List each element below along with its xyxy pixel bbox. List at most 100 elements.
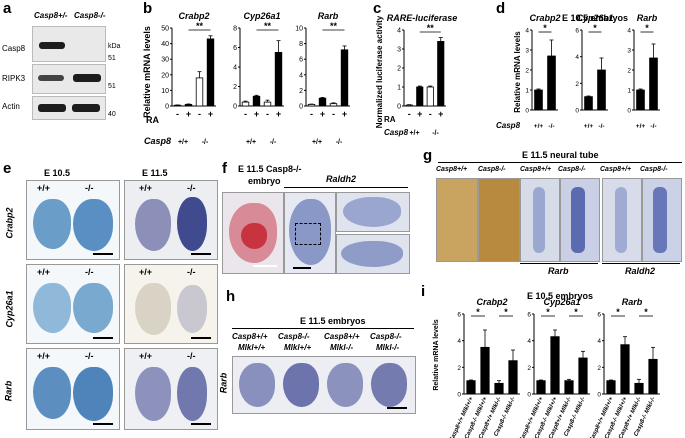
blot-row-ripk3: RIPK3: [2, 74, 26, 83]
h-geno-4-mlkl: Mlkl-/-: [376, 343, 400, 352]
scale-bar: [293, 267, 311, 269]
sig-mark: **: [196, 21, 204, 31]
y-tick-label: 4: [575, 54, 579, 61]
e-geno-wt: +/+: [139, 267, 153, 277]
y-tick-label: 2: [597, 365, 601, 372]
panel-e-label: e: [3, 160, 12, 177]
e-geno-ko: -/-: [85, 267, 94, 277]
g-geno-2: Casp8-/-: [478, 166, 506, 173]
bar: [648, 358, 658, 395]
embryo: [73, 283, 113, 333]
g-photo-3: [520, 178, 560, 262]
bar: [536, 380, 546, 395]
e-row-cyp26a1: Cyp26a1: [4, 290, 15, 328]
chart-title: Rarb: [637, 13, 658, 23]
e-photo-cyp26a1-e105: +/+ -/-: [26, 264, 120, 344]
bar: [584, 96, 593, 111]
y-tick-label: 2: [627, 68, 631, 75]
ra-tick: +: [254, 109, 259, 119]
genotype-tick: -/-: [202, 139, 209, 146]
genotype-tick: -/-: [270, 139, 277, 146]
y-tick-label: 40: [161, 41, 169, 48]
embryo: [283, 363, 319, 407]
genotype-tick: +/+: [246, 139, 256, 146]
neural-tube: [533, 187, 545, 253]
chart-title: Rarb: [318, 11, 339, 21]
y-tick-label: 2: [575, 81, 579, 88]
g-geno-5: Casp8+/+: [600, 166, 632, 173]
sig-mark: *: [546, 307, 550, 317]
bar: [606, 380, 616, 395]
f-zoom-1: [336, 192, 410, 232]
e-stage-2: E 11.5: [142, 168, 168, 178]
embryo: [177, 285, 207, 333]
e-geno-wt: +/+: [37, 351, 51, 361]
bar: [416, 86, 424, 107]
g-geno-4: Casp8-/-: [558, 166, 586, 173]
actin-band-ko: [72, 104, 100, 112]
bar: [329, 103, 338, 107]
h-geno-1-casp8: Casp8+/+: [232, 332, 268, 341]
genotype-tick: +/+: [312, 139, 322, 146]
y-tick-label: 0: [397, 104, 401, 111]
y-tick-label: 3: [525, 48, 529, 55]
bar: [173, 104, 182, 107]
y-tick-label: 0: [457, 392, 461, 399]
genotype-tick: Casp8-/- Mlkl+/+: [464, 396, 489, 438]
scale-bar: [93, 423, 113, 425]
g-photo-6: [642, 178, 682, 262]
y-tick-label: 20: [161, 72, 169, 79]
chart-title: Cyp26a1: [543, 297, 580, 307]
b-casp8-label: Casp8: [144, 136, 171, 146]
neural-tube: [615, 187, 627, 253]
bar: [480, 346, 490, 395]
y-tick-label: 2: [299, 88, 303, 95]
genotype-tick: -/-: [336, 139, 343, 146]
sig-mark: **: [330, 21, 338, 31]
h-geno-1-mlkl: Mlkl+/+: [238, 343, 266, 352]
bar: [564, 380, 574, 395]
embryo: [239, 363, 275, 407]
embryo: [33, 367, 71, 419]
bar: [634, 382, 644, 395]
panel-b-label: b: [143, 0, 153, 17]
genotype-tick: Casp8+/+ Mlkl+/+: [519, 396, 545, 438]
y-tick-label: 4: [457, 338, 461, 345]
embryo: [33, 199, 71, 249]
f-title-2: embryo: [248, 176, 281, 186]
blot-row-casp8: Casp8: [2, 44, 26, 53]
ra-tick: -: [198, 109, 201, 119]
blot-ripk3: [32, 64, 106, 94]
genotype-tick: Casp8-/- Mlkl+/+: [534, 396, 559, 438]
e-photo-rarb-e115: +/+ -/-: [124, 348, 218, 430]
marker-3: 40: [108, 111, 116, 118]
y-tick-label: 1: [627, 88, 631, 95]
e-stage-1: E 10.5: [44, 168, 71, 178]
ra-tick: +: [276, 109, 281, 119]
genotype-tick: -/-: [650, 123, 656, 130]
bar: [649, 57, 658, 111]
bar: [437, 41, 445, 107]
embryo: [135, 199, 171, 251]
scale-bar: [191, 253, 211, 255]
kda-label: kDa: [108, 43, 121, 50]
c-ylabel: Normalized luciferase activity: [375, 15, 384, 128]
zoom-box: [295, 223, 321, 245]
bar: [466, 380, 476, 395]
genotype-tick: +/+: [178, 139, 188, 146]
chart-title: Cyp26a1: [576, 13, 613, 23]
bar: [534, 89, 543, 111]
e-geno-ko: -/-: [187, 183, 196, 193]
g-photo-1: [436, 178, 478, 262]
genotype-tick: -/-: [432, 130, 439, 137]
sig-mark: *: [476, 307, 480, 317]
e-photo-crabp2-e105: +/+ -/-: [26, 180, 120, 260]
ra-tick: +: [438, 109, 443, 119]
sig-mark: *: [574, 307, 578, 317]
d-casp8-label: Casp8: [496, 121, 521, 130]
y-tick-label: 2: [397, 66, 401, 73]
sig-mark: *: [504, 307, 508, 317]
y-tick-label: 6: [299, 57, 303, 64]
f-probe: Raldh2: [326, 174, 357, 184]
ra-tick: -: [408, 109, 411, 119]
